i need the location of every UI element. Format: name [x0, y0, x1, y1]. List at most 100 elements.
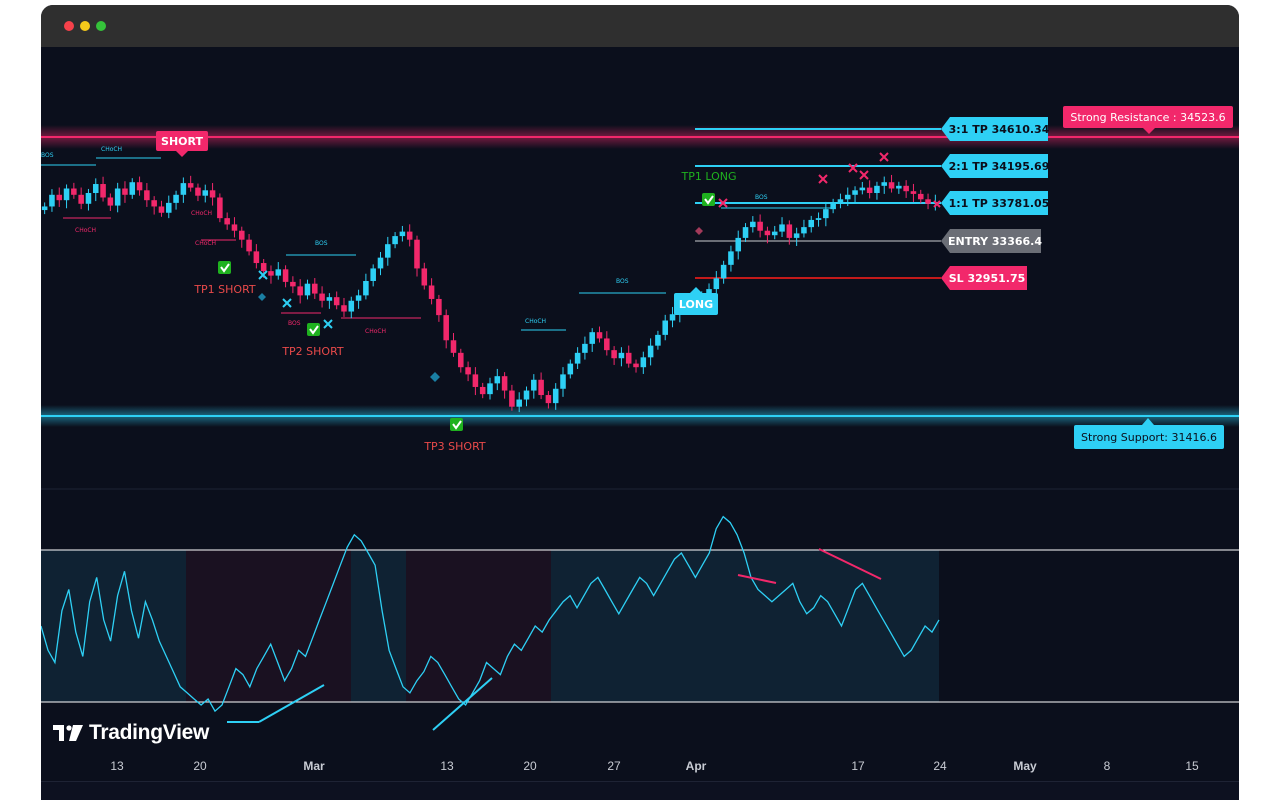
- candle-body: [260, 263, 267, 272]
- candle-body: [815, 218, 822, 220]
- candle-body: [187, 183, 194, 188]
- time-axis-label: Mar: [303, 759, 325, 773]
- candle-body: [71, 188, 77, 195]
- divergence-line-3: [432, 677, 493, 731]
- candle-body: [217, 197, 223, 219]
- candle-body: [560, 374, 566, 389]
- time-axis-label: 20: [523, 759, 537, 773]
- svg-text:1:1 TP 33781.05: 1:1 TP 33781.05: [949, 197, 1050, 210]
- candle-body: [122, 188, 128, 195]
- candle-body: [355, 295, 362, 301]
- svg-text:BOS: BOS: [616, 278, 629, 285]
- candle-body: [647, 345, 654, 358]
- candle-body: [910, 191, 917, 194]
- close-window-icon[interactable]: [64, 21, 74, 31]
- candle-body: [268, 271, 274, 276]
- candle-body: [443, 315, 449, 341]
- candle-body: [129, 182, 136, 195]
- candle-body: [246, 239, 252, 252]
- time-axis-label: 13: [440, 759, 454, 773]
- tradingview-logo: TradingView: [53, 719, 209, 747]
- svg-text:CHoCH: CHoCH: [101, 146, 122, 153]
- candle-body: [808, 219, 815, 228]
- candle-body: [180, 183, 187, 195]
- svg-text:BOS: BOS: [41, 152, 54, 159]
- candle-body: [202, 190, 209, 196]
- candle-body: [713, 278, 720, 290]
- svg-text:Strong Support: 31416.6: Strong Support: 31416.6: [1081, 431, 1217, 444]
- candle-body: [589, 332, 595, 344]
- candle-body: [574, 352, 581, 364]
- candle-body: [552, 388, 559, 404]
- candle-body: [144, 190, 150, 201]
- candle-body: [275, 269, 282, 276]
- market-structure: [41, 157, 836, 331]
- candle-body: [195, 187, 201, 196]
- candle-body: [750, 221, 756, 228]
- svg-text:TP3 SHORT: TP3 SHORT: [423, 440, 486, 453]
- candle-body: [165, 202, 172, 213]
- candle-body: [290, 281, 296, 287]
- time-axis-label: 20: [193, 759, 207, 773]
- maximize-window-icon[interactable]: [96, 21, 106, 31]
- candle-body: [720, 264, 727, 279]
- entry-label: ENTRY 33366.4: [941, 229, 1042, 253]
- svg-text:CHoCH: CHoCH: [195, 240, 216, 247]
- candle-body: [655, 334, 661, 346]
- candle-body: [85, 192, 92, 204]
- price-chart[interactable]: Strong Resistance : 34523.6 Strong Suppo…: [41, 5, 1239, 800]
- tp1-label: 1:1 TP 33781.05: [941, 191, 1049, 215]
- candle-body: [363, 280, 369, 296]
- time-axis-label: 27: [607, 759, 621, 773]
- candle-body: [49, 194, 55, 207]
- exit-markers: [258, 152, 941, 329]
- structure-labels: BOS CHoCH CHoCH CHoCH BOS BOS CHoCH CHoC…: [41, 146, 768, 335]
- svg-text:TP1 LONG: TP1 LONG: [681, 170, 737, 183]
- tp1-short-hit: TP1 SHORT: [193, 261, 256, 296]
- tp3-short-hit: TP3 SHORT: [423, 418, 486, 453]
- candle-body: [501, 376, 508, 391]
- candle-body: [458, 352, 464, 368]
- candle-body: [428, 285, 435, 299]
- svg-text:ENTRY 33366.4: ENTRY 33366.4: [948, 235, 1042, 248]
- svg-text:Strong Resistance : 34523.6: Strong Resistance : 34523.6: [1070, 111, 1225, 124]
- time-axis-label: 17: [851, 759, 865, 773]
- candle-body: [56, 194, 63, 201]
- diamond-markers: [258, 227, 703, 382]
- time-axis-label: Apr: [685, 759, 707, 773]
- svg-text:CHoCH: CHoCH: [75, 227, 96, 234]
- candle-body: [341, 305, 347, 312]
- chart-window: Strong Resistance : 34523.6 Strong Suppo…: [41, 5, 1239, 800]
- candle-body: [779, 224, 785, 232]
- sl-label: SL 32951.75: [941, 266, 1027, 290]
- candle-body: [450, 340, 457, 353]
- candle-body: [823, 209, 829, 219]
- candle-body: [348, 300, 355, 312]
- candle-body: [494, 376, 501, 384]
- candle-body: [370, 268, 376, 281]
- candle-body: [78, 194, 84, 204]
- candle-body: [333, 297, 340, 306]
- candle-body: [326, 297, 333, 301]
- tp3-label: 3:1 TP 34610.34: [941, 117, 1050, 141]
- candle-body: [253, 251, 260, 264]
- candle-body: [830, 202, 836, 210]
- time-axis-label: 13: [110, 759, 124, 773]
- candle-body: [538, 379, 544, 396]
- candle-body: [801, 227, 807, 234]
- candle-body: [837, 199, 844, 203]
- candle-body: [611, 350, 617, 359]
- time-axis-label: 15: [1185, 759, 1199, 773]
- candle-body: [706, 289, 712, 296]
- candle-body: [114, 188, 121, 206]
- title-bar: [41, 5, 1239, 47]
- svg-text:CHoCH: CHoCH: [191, 210, 212, 217]
- candle-body: [618, 352, 625, 359]
- divergence-line-5: [818, 548, 882, 580]
- candle-body: [282, 269, 289, 282]
- minimize-window-icon[interactable]: [80, 21, 90, 31]
- candle-body: [509, 390, 515, 407]
- resistance-label: Strong Resistance : 34523.6: [1063, 106, 1233, 134]
- candle-body: [742, 227, 749, 238]
- candle-body: [399, 231, 406, 237]
